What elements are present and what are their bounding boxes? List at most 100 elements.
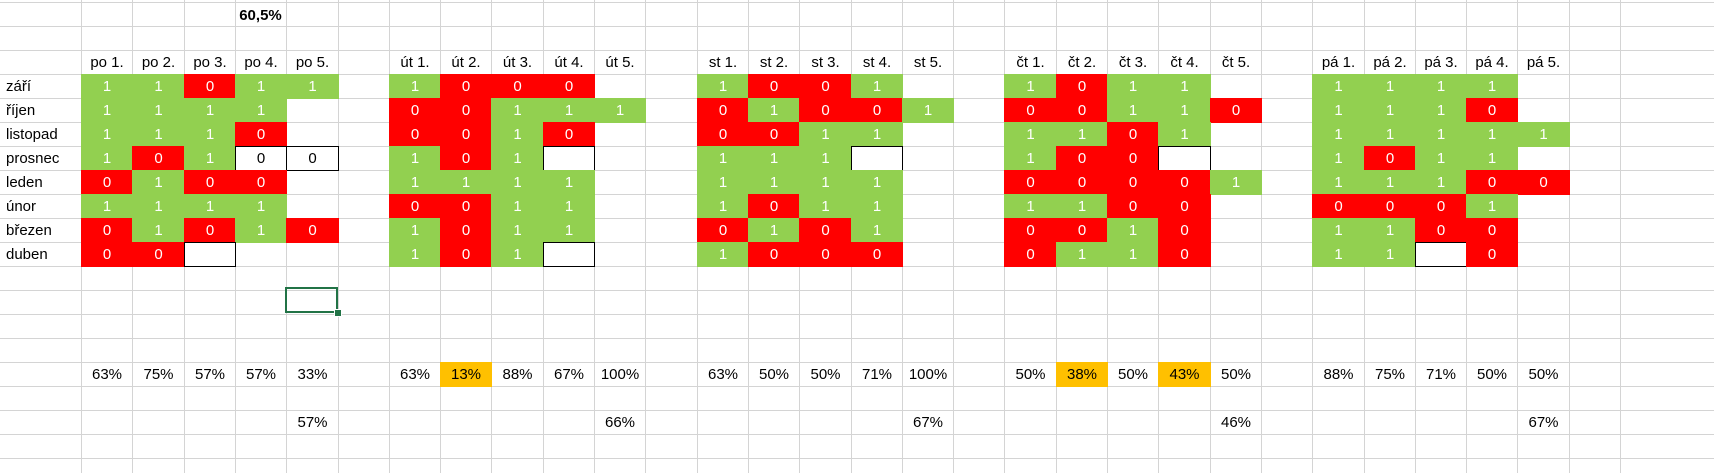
score-cell[interactable]: 1	[1364, 122, 1416, 147]
percent-cell[interactable]: 50%	[1528, 366, 1559, 383]
score-cell[interactable]: 1	[286, 74, 339, 99]
score-cell[interactable]: 1	[543, 218, 595, 243]
day-header[interactable]: st 5.	[913, 54, 943, 71]
score-cell[interactable]: 0	[235, 146, 287, 171]
score-cell[interactable]: 0	[1415, 194, 1467, 219]
score-cell[interactable]: 1	[1517, 122, 1570, 147]
score-cell[interactable]: 0	[748, 242, 800, 267]
score-cell[interactable]: 1	[81, 122, 133, 147]
score-cell[interactable]: 1	[1415, 74, 1467, 99]
score-cell[interactable]: 1	[235, 74, 287, 99]
score-cell[interactable]: 1	[1364, 218, 1416, 243]
score-cell[interactable]: 1	[1210, 170, 1262, 195]
score-cell[interactable]: 0	[799, 98, 852, 123]
score-cell[interactable]: 1	[235, 194, 287, 219]
score-cell[interactable]: 1	[799, 194, 852, 219]
score-cell[interactable]: 0	[132, 146, 185, 171]
score-cell[interactable]: 0	[1466, 218, 1518, 243]
day-header[interactable]: po 5.	[295, 54, 330, 71]
score-cell[interactable]: 1	[799, 122, 852, 147]
score-cell[interactable]: 1	[1312, 74, 1365, 99]
score-cell[interactable]: 1	[543, 170, 595, 195]
score-cell[interactable]: 0	[235, 170, 287, 195]
percent-cell[interactable]: 50%	[810, 366, 841, 383]
score-cell[interactable]: 1	[1056, 122, 1108, 147]
score-cell[interactable]: 0	[543, 74, 595, 99]
score-cell[interactable]: 1	[1107, 74, 1159, 99]
day-header[interactable]: po 1.	[90, 54, 124, 71]
percent-cell[interactable]: 38%	[1056, 362, 1108, 387]
percent-cell[interactable]: 100%	[908, 366, 948, 383]
score-cell[interactable]	[1415, 242, 1467, 267]
score-cell[interactable]: 1	[1056, 242, 1108, 267]
score-cell[interactable]: 1	[184, 146, 236, 171]
day-header[interactable]: pá 1.	[1321, 54, 1356, 71]
day-header[interactable]: st 1.	[708, 54, 738, 71]
score-cell[interactable]: 1	[1415, 122, 1467, 147]
percent-cell[interactable]: 50%	[1015, 366, 1046, 383]
score-cell[interactable]: 1	[440, 170, 492, 195]
score-cell[interactable]: 0	[184, 218, 236, 243]
score-cell[interactable]: 1	[851, 218, 903, 243]
score-cell[interactable]: 0	[851, 242, 903, 267]
score-cell[interactable]: 0	[389, 194, 441, 219]
day-header[interactable]: po 3.	[193, 54, 227, 71]
score-cell[interactable]: 1	[491, 194, 544, 219]
percent-cell[interactable]: 33%	[297, 366, 328, 383]
percent-cell[interactable]: 75%	[1374, 366, 1406, 383]
score-cell[interactable]: 0	[1517, 170, 1570, 195]
month-label-4[interactable]: leden	[6, 174, 43, 191]
month-label-3[interactable]: prosnec	[6, 150, 60, 167]
score-cell[interactable]: 0	[1210, 98, 1262, 123]
score-cell[interactable]: 1	[1004, 74, 1057, 99]
score-cell[interactable]: 0	[851, 98, 903, 123]
day-header[interactable]: po 4.	[244, 54, 278, 71]
block-total-cell[interactable]: 67%	[912, 414, 944, 431]
score-cell[interactable]: 1	[81, 98, 133, 123]
score-cell[interactable]: 1	[1312, 218, 1365, 243]
block-total-cell[interactable]: 46%	[1220, 414, 1252, 431]
score-cell[interactable]: 1	[491, 170, 544, 195]
score-cell[interactable]: 1	[902, 98, 954, 123]
score-cell[interactable]: 1	[851, 74, 903, 99]
score-cell[interactable]: 0	[1004, 98, 1057, 123]
score-cell[interactable]: 0	[748, 74, 800, 99]
block-total-cell[interactable]: 67%	[1528, 414, 1559, 431]
score-cell[interactable]: 0	[440, 74, 492, 99]
score-cell[interactable]: 1	[389, 74, 441, 99]
block-total-cell[interactable]: 57%	[297, 414, 328, 431]
day-header[interactable]: čt 5.	[1221, 54, 1251, 71]
day-header[interactable]: čt 4.	[1170, 54, 1199, 71]
score-cell[interactable]: 0	[1004, 170, 1057, 195]
score-cell[interactable]: 1	[1056, 194, 1108, 219]
fill-handle[interactable]	[334, 309, 342, 317]
score-cell[interactable]: 1	[132, 218, 185, 243]
percent-cell[interactable]: 71%	[861, 366, 893, 383]
score-cell[interactable]: 1	[697, 194, 749, 219]
score-cell[interactable]: 1	[1158, 122, 1211, 147]
score-cell[interactable]: 1	[697, 74, 749, 99]
score-cell[interactable]: 1	[1466, 74, 1518, 99]
score-cell[interactable]: 1	[594, 98, 646, 123]
score-cell[interactable]	[184, 242, 236, 267]
score-cell[interactable]: 1	[1107, 98, 1159, 123]
score-cell[interactable]: 1	[491, 122, 544, 147]
percent-cell[interactable]: 75%	[143, 366, 174, 383]
score-cell[interactable]: 0	[286, 218, 339, 243]
score-cell[interactable]: 0	[1107, 170, 1159, 195]
score-cell[interactable]: 1	[1107, 242, 1159, 267]
score-cell[interactable]: 1	[235, 98, 287, 123]
score-cell[interactable]: 1	[1004, 122, 1057, 147]
score-cell[interactable]: 0	[286, 146, 339, 171]
percent-cell[interactable]: 71%	[1425, 366, 1457, 383]
score-cell[interactable]: 1	[184, 122, 236, 147]
score-cell[interactable]: 1	[1364, 170, 1416, 195]
score-cell[interactable]: 1	[1158, 98, 1211, 123]
score-cell[interactable]: 1	[184, 98, 236, 123]
score-cell[interactable]: 0	[1158, 242, 1211, 267]
score-cell[interactable]: 1	[697, 170, 749, 195]
score-cell[interactable]: 0	[81, 242, 133, 267]
day-header[interactable]: st 4.	[862, 54, 892, 71]
score-cell[interactable]: 0	[440, 194, 492, 219]
selected-cell[interactable]	[285, 287, 338, 313]
